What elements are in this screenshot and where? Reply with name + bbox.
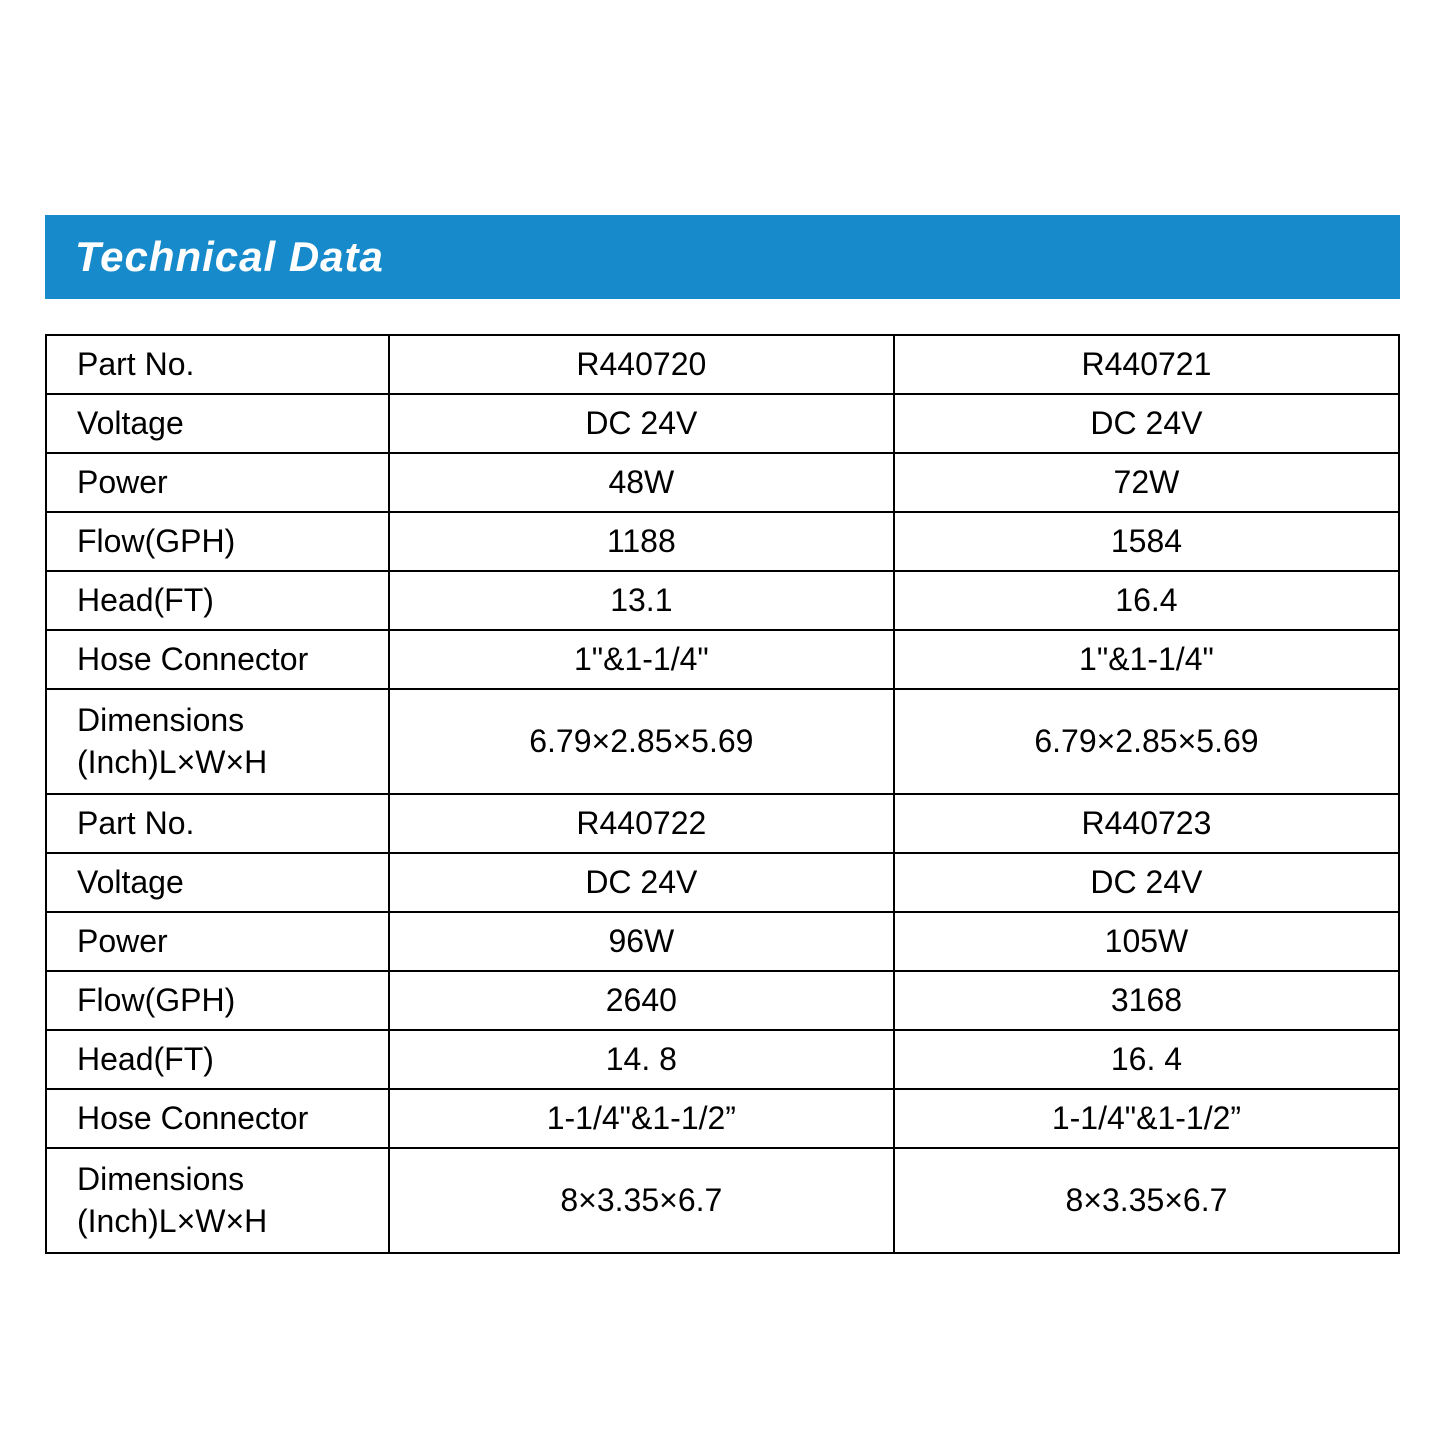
row-label: Voltage: [46, 853, 389, 912]
row-value-1: DC 24V: [389, 853, 894, 912]
row-value-1: 48W: [389, 453, 894, 512]
row-value-1: 2640: [389, 971, 894, 1030]
row-value-2: 6.79×2.85×5.69: [894, 689, 1399, 794]
row-value-1: 13.1: [389, 571, 894, 630]
row-label: Hose Connector: [46, 630, 389, 689]
table-row: Flow(GPH)11881584: [46, 512, 1399, 571]
table-row: Hose Connector1-1/4"&1-1/2”1-1/4"&1-1/2”: [46, 1089, 1399, 1148]
row-label: Power: [46, 912, 389, 971]
table-row: Dimensions(Inch)L×W×H8×3.35×6.78×3.35×6.…: [46, 1148, 1399, 1253]
row-label: Part No.: [46, 335, 389, 394]
row-value-1: 96W: [389, 912, 894, 971]
row-value-2: DC 24V: [894, 853, 1399, 912]
row-label: Hose Connector: [46, 1089, 389, 1148]
row-value-2: 105W: [894, 912, 1399, 971]
spec-table: Part No.R440720R440721VoltageDC 24VDC 24…: [45, 334, 1400, 1254]
row-value-2: 16. 4: [894, 1030, 1399, 1089]
table-row: Part No.R440722R440723: [46, 794, 1399, 853]
row-value-2: 1584: [894, 512, 1399, 571]
row-value-2: 16.4: [894, 571, 1399, 630]
table-row: Power96W105W: [46, 912, 1399, 971]
row-label: Flow(GPH): [46, 512, 389, 571]
row-value-1: 1-1/4"&1-1/2”: [389, 1089, 894, 1148]
table-row: Head(FT)14. 816. 4: [46, 1030, 1399, 1089]
row-label: Power: [46, 453, 389, 512]
row-value-1: 1188: [389, 512, 894, 571]
row-value-1: 1"&1-1/4": [389, 630, 894, 689]
row-value-1: R440722: [389, 794, 894, 853]
table-row: Power48W72W: [46, 453, 1399, 512]
row-value-2: 72W: [894, 453, 1399, 512]
table-row: VoltageDC 24VDC 24V: [46, 394, 1399, 453]
row-label: Head(FT): [46, 571, 389, 630]
row-value-1: 8×3.35×6.7: [389, 1148, 894, 1253]
row-label: Flow(GPH): [46, 971, 389, 1030]
table-row: Dimensions(Inch)L×W×H6.79×2.85×5.696.79×…: [46, 689, 1399, 794]
technical-data-panel: Technical Data Part No.R440720R440721Vol…: [45, 215, 1400, 1254]
title-bar: Technical Data: [45, 215, 1400, 299]
spec-table-body: Part No.R440720R440721VoltageDC 24VDC 24…: [46, 335, 1399, 1253]
title-text: Technical Data: [75, 233, 384, 280]
row-label: Dimensions(Inch)L×W×H: [46, 1148, 389, 1253]
row-label: Part No.: [46, 794, 389, 853]
row-value-2: 3168: [894, 971, 1399, 1030]
row-label: Voltage: [46, 394, 389, 453]
row-value-2: DC 24V: [894, 394, 1399, 453]
row-value-1: 6.79×2.85×5.69: [389, 689, 894, 794]
row-value-2: 1-1/4"&1-1/2”: [894, 1089, 1399, 1148]
row-value-2: R440723: [894, 794, 1399, 853]
row-value-1: 14. 8: [389, 1030, 894, 1089]
row-value-1: DC 24V: [389, 394, 894, 453]
table-row: Flow(GPH)26403168: [46, 971, 1399, 1030]
row-value-2: R440721: [894, 335, 1399, 394]
row-label: Dimensions(Inch)L×W×H: [46, 689, 389, 794]
row-value-2: 1"&1-1/4": [894, 630, 1399, 689]
row-value-1: R440720: [389, 335, 894, 394]
table-row: Head(FT)13.116.4: [46, 571, 1399, 630]
row-value-2: 8×3.35×6.7: [894, 1148, 1399, 1253]
table-row: Part No.R440720R440721: [46, 335, 1399, 394]
table-row: Hose Connector1"&1-1/4"1"&1-1/4": [46, 630, 1399, 689]
row-label: Head(FT): [46, 1030, 389, 1089]
table-row: VoltageDC 24VDC 24V: [46, 853, 1399, 912]
